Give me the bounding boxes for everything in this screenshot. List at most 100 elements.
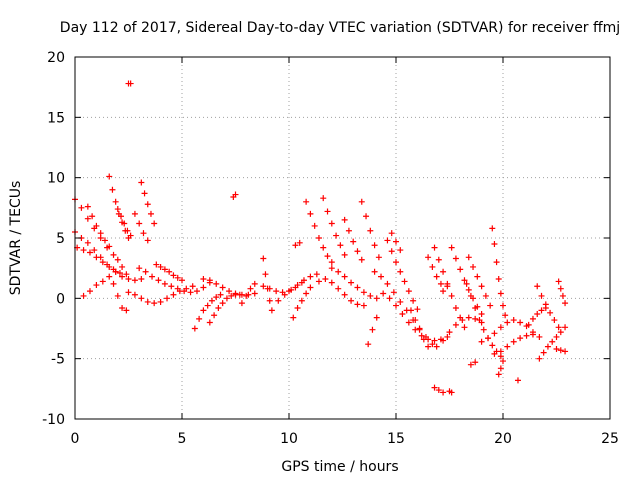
data-point [380, 290, 387, 297]
data-point [497, 365, 504, 372]
data-point [322, 276, 329, 283]
data-point [136, 220, 143, 227]
data-point [414, 306, 421, 313]
series-arc20 [260, 255, 275, 314]
data-point [375, 254, 382, 261]
x-tick-label: 0 [71, 431, 80, 447]
data-point [557, 329, 564, 336]
data-point [296, 239, 303, 246]
data-point [144, 298, 151, 305]
data-point [262, 271, 269, 278]
data-point [384, 237, 391, 244]
series-arc43 [448, 244, 485, 318]
data-point [495, 371, 502, 378]
data-point [232, 191, 239, 198]
series-arc01 [72, 196, 121, 263]
data-point [215, 304, 222, 311]
series-arc03 [74, 244, 145, 284]
data-point [497, 290, 504, 297]
data-point [118, 213, 125, 220]
data-point [124, 227, 131, 234]
data-point [504, 319, 511, 326]
series-arc53 [536, 324, 569, 362]
series-arc49 [491, 331, 543, 357]
data-point [491, 330, 498, 337]
data-point [281, 291, 288, 298]
data-point [303, 290, 310, 297]
series-arc15 [191, 291, 224, 332]
series-arc33 [384, 237, 421, 313]
data-point [260, 255, 267, 262]
data-point [121, 220, 128, 227]
data-point [168, 283, 175, 290]
data-point [161, 266, 168, 273]
data-point [350, 238, 357, 245]
data-point [393, 302, 399, 309]
data-point [514, 377, 521, 384]
data-point [420, 336, 427, 343]
series-arc44 [463, 280, 504, 360]
data-point [397, 247, 404, 254]
data-point [243, 292, 250, 299]
series-arc52 [534, 283, 562, 331]
data-point [86, 288, 93, 295]
data-point [448, 389, 455, 396]
data-point [238, 291, 245, 298]
data-point [416, 326, 423, 333]
data-point [84, 239, 91, 246]
data-point [189, 283, 196, 290]
y-tick-label: -5 [51, 352, 65, 368]
data-point [476, 317, 483, 324]
data-point [482, 292, 489, 299]
data-point [181, 288, 188, 295]
data-point [534, 283, 541, 290]
series-arc28 [328, 265, 380, 302]
data-point [300, 277, 307, 284]
data-point [106, 263, 113, 270]
data-point [166, 268, 173, 275]
series-arc06 [114, 206, 134, 239]
data-point [431, 244, 438, 251]
data-point [551, 317, 558, 324]
data-point [86, 249, 93, 256]
series-arc26 [320, 195, 348, 258]
data-point [151, 300, 158, 307]
data-point [208, 297, 215, 304]
data-point [101, 237, 108, 244]
data-point [497, 324, 504, 331]
data-point [517, 319, 524, 326]
data-point [324, 253, 331, 260]
series-arc27 [315, 276, 367, 309]
data-point [446, 329, 453, 336]
data-point [125, 289, 132, 296]
data-point [116, 269, 123, 276]
data-point [174, 285, 181, 292]
data-point [369, 326, 376, 333]
data-point [110, 280, 117, 287]
data-point [491, 350, 498, 357]
series-arc42 [446, 388, 455, 396]
data-point [529, 331, 536, 338]
data-point [431, 384, 438, 391]
data-point [213, 294, 220, 301]
data-point [431, 337, 438, 344]
data-point [97, 230, 104, 237]
data-point [161, 280, 168, 287]
data-point [354, 284, 361, 291]
axis-ticks [74, 56, 611, 420]
data-point [444, 283, 451, 290]
data-point [99, 259, 106, 266]
data-point [315, 278, 322, 285]
data-point [211, 312, 218, 319]
data-point [294, 304, 301, 311]
data-point [354, 301, 361, 308]
data-point [472, 359, 479, 366]
data-point [562, 324, 569, 331]
data-point [463, 280, 470, 287]
data-point [384, 280, 391, 287]
data-point [358, 256, 365, 263]
x-axis-label: GPS time / hours [281, 459, 398, 475]
data-point [341, 251, 348, 258]
series-arc12 [125, 283, 196, 307]
series-arc14 [153, 261, 185, 284]
